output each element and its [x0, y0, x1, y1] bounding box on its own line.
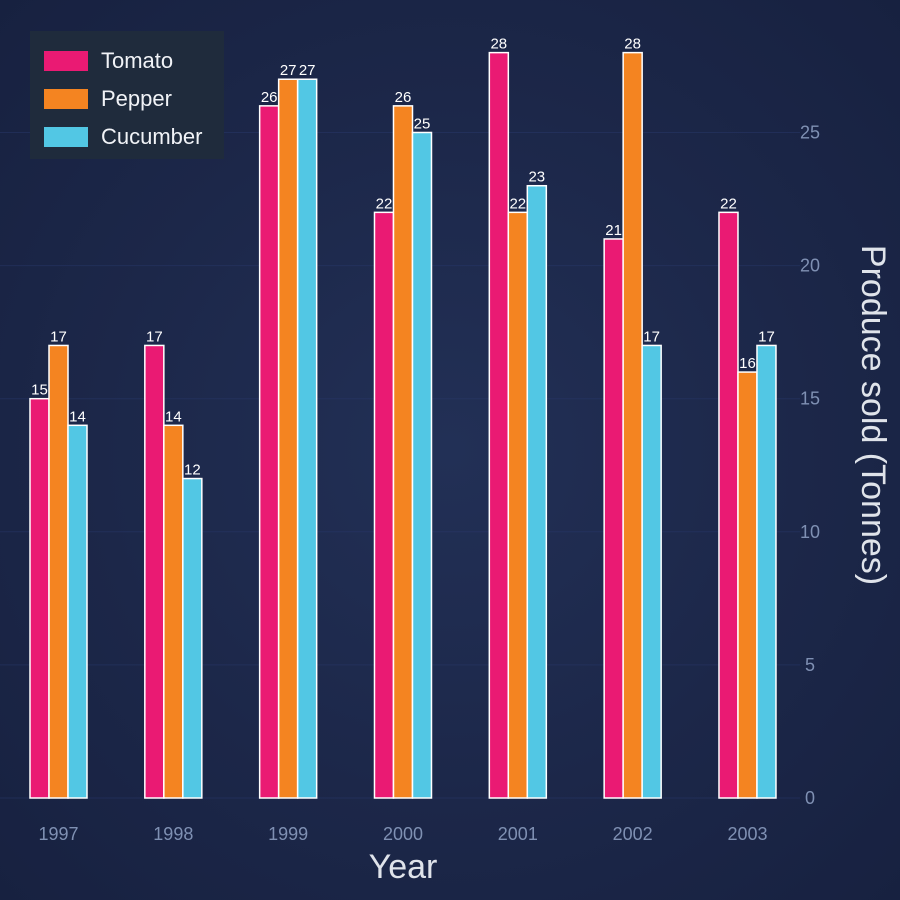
data-label-tomato-1999: 26 — [261, 89, 278, 106]
bar-pepper-2000 — [392, 105, 414, 799]
bar-tomato-1998 — [144, 344, 165, 799]
y-tick-label-5: 5 — [805, 655, 815, 675]
bar-pepper-2001 — [507, 211, 529, 799]
bar-cucumber-2002 — [641, 344, 662, 799]
y-axis-title: Produce sold (Tonnes) — [854, 245, 892, 585]
legend-label-tomato: Tomato — [101, 48, 174, 73]
x-tick-label-2002: 2002 — [613, 824, 653, 844]
bar-tomato-2001 — [488, 51, 510, 799]
bar-cucumber-2001 — [526, 184, 548, 799]
data-label-pepper-2002: 28 — [624, 36, 641, 53]
bar-cucumber-1999 — [296, 78, 318, 799]
data-label-cucumber-1997: 14 — [69, 408, 86, 425]
data-label-cucumber-2001: 23 — [528, 169, 545, 186]
data-label-pepper-1997: 17 — [50, 328, 67, 345]
x-tick-label-2000: 2000 — [383, 824, 423, 844]
legend-swatch-cucumber — [44, 127, 88, 147]
data-label-cucumber-2000: 25 — [414, 115, 431, 132]
bar-tomato-2003 — [718, 211, 739, 799]
legend-item-cucumber[interactable]: Cucumber — [44, 118, 224, 156]
data-label-cucumber-2002: 17 — [643, 328, 660, 345]
data-label-pepper-2000: 26 — [395, 89, 412, 106]
data-label-cucumber-1999: 27 — [299, 62, 316, 79]
legend-label-pepper: Pepper — [101, 86, 172, 111]
bar-pepper-2002 — [622, 51, 643, 799]
x-axis-title: Year — [369, 848, 438, 886]
y-tick-label-25: 25 — [800, 122, 820, 142]
bar-pepper-2003 — [737, 371, 758, 799]
x-tick-label-2001: 2001 — [498, 824, 538, 844]
data-label-tomato-1998: 17 — [146, 328, 163, 345]
data-label-tomato-2003: 22 — [720, 195, 737, 212]
data-label-pepper-2001: 22 — [509, 195, 526, 212]
data-label-cucumber-2003: 17 — [758, 328, 775, 345]
data-label-tomato-1997: 15 — [31, 382, 48, 399]
bar-tomato-2002 — [603, 238, 624, 799]
data-label-tomato-2001: 28 — [490, 36, 507, 53]
bar-tomato-1999 — [258, 105, 280, 799]
bar-tomato-1997 — [29, 397, 50, 799]
bar-cucumber-1997 — [67, 424, 88, 799]
legend-item-pepper[interactable]: Pepper — [44, 80, 224, 118]
legend: Tomato Pepper Cucumber — [30, 31, 224, 159]
bar-pepper-1999 — [277, 78, 299, 799]
y-tick-label-0: 0 — [805, 788, 815, 808]
data-label-tomato-2000: 22 — [376, 195, 393, 212]
data-label-tomato-2002: 21 — [605, 222, 622, 239]
legend-swatch-pepper — [44, 89, 88, 109]
x-tick-label-1998: 1998 — [153, 824, 193, 844]
x-tick-label-1999: 1999 — [268, 824, 308, 844]
y-tick-label-15: 15 — [800, 389, 820, 409]
legend-swatch-tomato — [44, 51, 88, 71]
y-tick-label-20: 20 — [800, 256, 820, 276]
data-label-pepper-1999: 27 — [280, 62, 297, 79]
data-label-pepper-1998: 14 — [165, 408, 182, 425]
legend-item-tomato[interactable]: Tomato — [44, 42, 224, 80]
legend-label-cucumber: Cucumber — [101, 124, 203, 149]
x-tick-label-2003: 2003 — [727, 824, 767, 844]
bar-pepper-1997 — [48, 344, 69, 799]
bar-tomato-2000 — [373, 211, 395, 799]
bar-pepper-1998 — [163, 424, 184, 799]
bar-cucumber-2000 — [411, 131, 433, 799]
data-label-cucumber-1998: 12 — [184, 462, 201, 479]
x-tick-label-1997: 1997 — [38, 824, 78, 844]
y-tick-label-10: 10 — [800, 522, 820, 542]
data-label-pepper-2003: 16 — [739, 355, 756, 372]
bar-cucumber-1998 — [182, 477, 203, 799]
bar-cucumber-2003 — [756, 344, 777, 799]
